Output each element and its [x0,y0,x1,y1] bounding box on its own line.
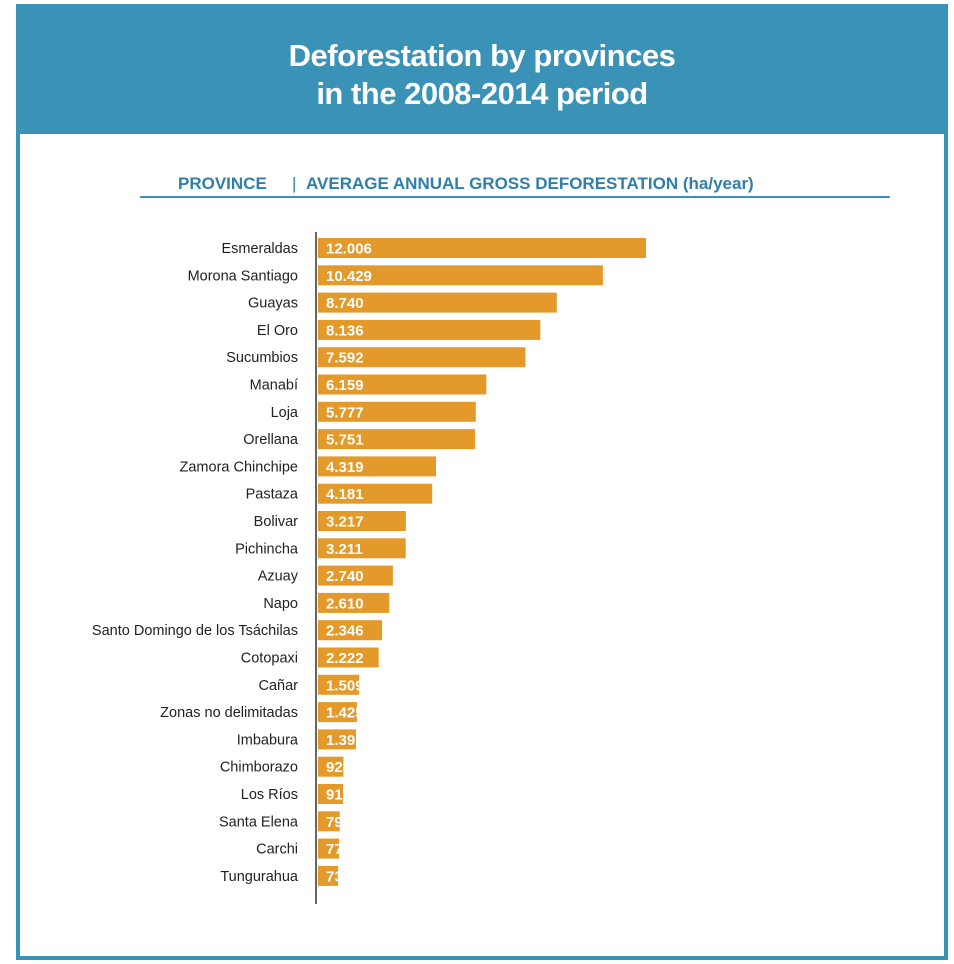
value-label: 793 [326,814,351,831]
bar [318,784,344,804]
value-label: 772 [326,841,351,858]
bar [318,702,357,723]
category-label: Zonas no delimitadas [160,705,298,721]
value-label: 10.429 [326,268,372,285]
bar [318,265,603,286]
bar [318,511,406,531]
value-label: 917 [326,787,351,804]
bar [318,538,406,559]
bar [318,865,339,886]
value-label: 1.509 [326,677,364,694]
category-label: Cotopaxi [241,651,298,667]
bar [318,647,379,668]
category-label: Loja [271,405,299,421]
value-label: 12.006 [326,241,372,258]
category-label: Guayas [248,296,298,312]
category-label: El Oro [257,323,298,339]
value-label: 8.740 [326,295,364,312]
value-label: 2.222 [326,650,364,667]
value-label: 4.319 [326,459,364,476]
bar [318,429,476,450]
category-label: Orellana [243,432,299,448]
value-label: 735 [326,868,351,885]
category-label: Azuay [258,569,299,585]
value-label: 6.159 [326,377,364,394]
category-label: Carchi [256,842,298,858]
category-label: Bolivar [254,514,298,530]
bar [318,347,526,368]
category-label: Esmeraldas [221,241,298,257]
infographic-frame: Deforestation by provinces in the 2008-2… [16,4,948,960]
category-label: Manabí [250,378,298,394]
bar [318,811,340,832]
value-label: 5.751 [326,432,364,449]
bar [318,319,541,340]
value-label: 3.211 [326,541,363,558]
bar [318,374,487,395]
category-label: Zamora Chinchipe [180,459,298,475]
value-label: 2.740 [326,568,364,585]
category-label: Cañar [259,678,299,694]
value-label: 2.346 [326,623,364,640]
bar [318,401,476,422]
category-label: Tungurahua [220,869,299,885]
chart-title-line-2: in the 2008-2014 period [316,76,648,111]
value-column-heading: AVERAGE ANNUAL GROSS DEFORESTATION (ha/y… [306,174,754,193]
value-label: 2.610 [326,595,364,612]
bar [318,292,557,313]
value-label: 4.181 [326,486,364,503]
category-label: Los Ríos [241,787,298,803]
category-label: Pichincha [235,541,299,557]
chart-title-line-1: Deforestation by provinces [288,38,676,73]
category-label: Napo [263,596,298,612]
bar [318,456,436,477]
category-label: Santa Elena [219,814,299,830]
bar [318,238,646,258]
title-banner: Deforestation by provinces in the 2008-2… [20,8,944,134]
bar [318,565,393,586]
category-label: Morona Santiago [188,268,298,284]
value-label: 3.217 [326,514,364,531]
value-label: 1.392 [326,732,364,749]
category-label: Sucumbios [226,350,298,366]
bars-group: Esmeraldas 12.006 Morona Santiago 10.429 Gua… [92,238,646,886]
bar [318,674,360,695]
bar [318,620,383,641]
bar [318,756,344,777]
value-label: 8.136 [326,322,364,339]
bar [318,483,433,504]
bar [318,729,356,750]
value-label: 928 [326,759,351,776]
category-label: Santo Domingo de los Tsáchilas [92,623,298,639]
category-label: Chimborazo [220,760,298,776]
value-label: 5.777 [326,404,364,421]
category-label: Pastaza [246,487,299,503]
bar [318,592,390,613]
column-separator: | [292,174,297,193]
bar [318,838,340,859]
province-column-heading: PROVINCE [178,174,267,193]
heading-underline [140,196,890,198]
value-label: 1.425 [326,705,364,722]
value-label: 7.592 [326,350,364,367]
category-label: Imbabura [237,732,299,748]
